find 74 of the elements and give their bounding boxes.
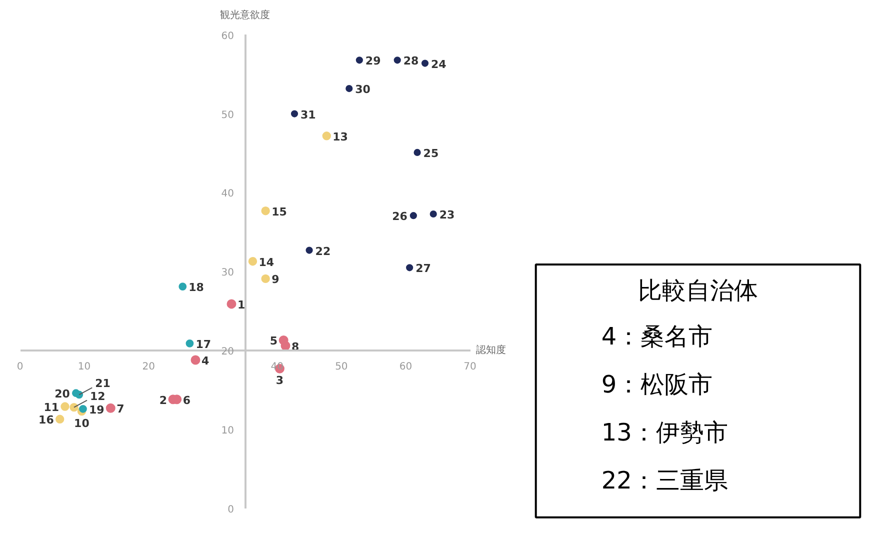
annotation: 15 bbox=[272, 205, 287, 218]
point bbox=[226, 299, 236, 309]
point bbox=[406, 264, 414, 272]
annotation: 26 bbox=[392, 210, 408, 224]
text: 9：松阪市 bbox=[601, 370, 713, 399]
x-tick-label: 0 bbox=[16, 362, 24, 372]
point bbox=[261, 206, 270, 216]
annotation: 16 bbox=[38, 414, 54, 427]
annotation: 3 bbox=[276, 374, 284, 388]
annotation: 25 bbox=[423, 146, 439, 160]
point bbox=[430, 210, 437, 218]
annotation: 6 bbox=[182, 394, 191, 407]
annotation: 31 bbox=[300, 108, 316, 122]
point bbox=[248, 257, 258, 266]
point bbox=[414, 148, 421, 156]
annotation: 10 bbox=[74, 416, 90, 430]
annotation: 30 bbox=[355, 83, 371, 96]
text: 22：三重県 bbox=[601, 466, 728, 495]
y-tick-label: 30 bbox=[221, 268, 234, 279]
annotation: 12 bbox=[90, 390, 106, 403]
point bbox=[106, 403, 116, 413]
point bbox=[186, 339, 194, 348]
point bbox=[190, 355, 200, 365]
annotation: 19 bbox=[89, 403, 104, 416]
annotation: 11 bbox=[44, 401, 60, 414]
x-tick-label: 10 bbox=[78, 362, 91, 372]
y-tick-label: 10 bbox=[221, 425, 234, 436]
annotation: 18 bbox=[188, 281, 204, 294]
y-axis-title: 観光意欲度 bbox=[220, 8, 270, 21]
annotation: 14 bbox=[258, 256, 274, 269]
x-axis-title: 認知度 bbox=[476, 344, 506, 356]
point bbox=[290, 110, 298, 118]
point bbox=[56, 414, 64, 424]
annotation: 20 bbox=[54, 388, 70, 401]
x-tick-label: 50 bbox=[335, 362, 348, 372]
annotation: 24 bbox=[431, 58, 447, 71]
text: 13：伊勢市 bbox=[601, 418, 728, 447]
y-tick-label: 0 bbox=[228, 504, 234, 516]
annotation: 7 bbox=[116, 402, 124, 416]
point bbox=[178, 282, 187, 291]
annotation: 27 bbox=[416, 262, 431, 276]
point bbox=[280, 341, 290, 351]
point bbox=[394, 56, 401, 64]
annotation: 29 bbox=[365, 54, 381, 68]
annotation: 2 bbox=[159, 394, 167, 407]
point bbox=[60, 402, 70, 411]
annotation: 21 bbox=[95, 377, 110, 390]
annotation: 17 bbox=[196, 338, 212, 351]
annotation: 1 bbox=[238, 298, 246, 312]
point bbox=[410, 212, 417, 220]
annotation: 5 bbox=[270, 334, 278, 348]
annotation: 4 bbox=[202, 354, 210, 368]
point bbox=[322, 132, 331, 140]
point bbox=[70, 402, 78, 412]
y-tick-label: 50 bbox=[221, 110, 234, 121]
annotation: 13 bbox=[332, 130, 348, 144]
text: 4：桑名市 bbox=[601, 322, 713, 351]
text: 比較自治体 bbox=[638, 276, 758, 304]
point bbox=[356, 56, 363, 64]
y-tick-label: 20 bbox=[221, 346, 234, 358]
annotation: 22 bbox=[315, 244, 331, 258]
point bbox=[79, 404, 87, 413]
x-tick-label: 60 bbox=[399, 362, 412, 372]
annotation: 9 bbox=[272, 273, 280, 286]
y-tick-label: 40 bbox=[221, 188, 234, 200]
y-tick-label: 60 bbox=[221, 30, 234, 42]
x-tick-label: 70 bbox=[464, 362, 476, 372]
annotation: 23 bbox=[439, 208, 455, 222]
x-tick-label: 20 bbox=[142, 362, 155, 372]
point bbox=[421, 60, 429, 67]
annotation: 28 bbox=[403, 54, 419, 68]
point bbox=[306, 246, 313, 254]
point bbox=[346, 85, 353, 92]
point bbox=[261, 274, 270, 284]
